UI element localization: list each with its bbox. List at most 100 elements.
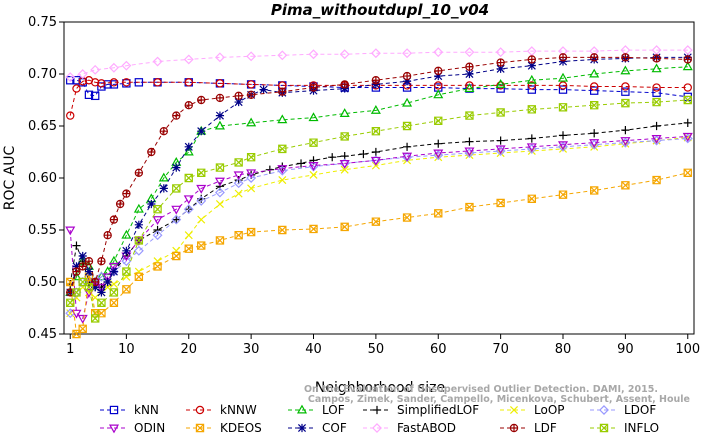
- data-point-odin: [682, 132, 693, 142]
- data-point-ldof: [246, 173, 257, 183]
- data-point-kdeos: [652, 175, 661, 185]
- legend-label: INFLO: [624, 421, 659, 434]
- data-point-knnw: [527, 81, 537, 90]
- data-point-knnw: [109, 78, 119, 87]
- data-point-inflo: [72, 288, 81, 297]
- data-point-odin: [65, 226, 76, 236]
- data-point-ldf: [621, 53, 630, 62]
- data-point-ldof: [589, 139, 600, 150]
- data-point-kdeos: [122, 285, 131, 294]
- data-point-knnw: [72, 84, 81, 93]
- series-line-kdeos: [69, 172, 688, 335]
- data-point-ldf: [434, 66, 443, 76]
- data-point-ldof: [651, 135, 662, 146]
- series-line-fastabod: [70, 49, 688, 78]
- data-point-ldf: [246, 90, 256, 99]
- series-kdeos: [66, 168, 692, 339]
- data-point-ldof: [682, 133, 693, 144]
- x-tick-label: 10: [118, 342, 135, 357]
- data-point-ldof: [620, 137, 631, 148]
- legend-item-cof: COF: [288, 421, 347, 434]
- data-point-ldf: [184, 101, 193, 110]
- data-point-loop: [278, 176, 287, 185]
- data-point-inflo: [340, 132, 349, 141]
- x-tick-label: 40: [305, 342, 322, 357]
- data-point-ldof: [495, 146, 506, 156]
- data-point-cof: [434, 71, 443, 81]
- data-point-kdeos: [172, 251, 181, 261]
- data-point-ldof: [558, 141, 568, 152]
- data-point-ldf: [589, 53, 599, 62]
- y-axis-label: ROC AUC: [2, 145, 18, 210]
- data-point-simplifiedlof: [296, 159, 306, 168]
- legend-marker-simplifiedlof: [372, 405, 382, 415]
- data-point-ldf: [103, 231, 112, 240]
- data-point-lof: [495, 78, 506, 88]
- data-point-odin: [620, 137, 631, 146]
- data-point-fastabod: [108, 62, 119, 73]
- data-point-inflo: [97, 298, 106, 307]
- data-point-knn: [589, 86, 599, 95]
- data-point-odin: [108, 262, 119, 272]
- data-point-ldf: [683, 55, 692, 64]
- data-point-knn: [97, 82, 106, 91]
- data-point-cof: [197, 127, 206, 136]
- series-line-knn: [70, 79, 688, 98]
- data-point-loop: [247, 184, 256, 193]
- data-point-lof: [620, 65, 631, 75]
- data-point-cof: [159, 184, 168, 193]
- data-point-ldf: [78, 262, 87, 271]
- series-line-inflo: [69, 99, 688, 321]
- series-fastabod: [65, 45, 693, 83]
- watermark-line-1: On the Evaluation of Unsupervised Outlie…: [304, 384, 658, 395]
- data-point-knnw: [558, 81, 568, 90]
- legend-label: SimplifiedLOF: [397, 403, 479, 417]
- data-point-kdeos: [246, 227, 256, 237]
- x-tick-label: 30: [243, 342, 260, 357]
- data-point-odin: [214, 177, 225, 187]
- legend-item-inflo: INFLO: [590, 421, 659, 434]
- data-point-kdeos: [621, 181, 630, 190]
- legend-item-kdeos: KDEOS: [186, 421, 262, 434]
- data-point-knnw: [621, 82, 630, 91]
- data-point-odin: [83, 288, 94, 298]
- data-point-odin: [196, 184, 207, 194]
- data-point-ldf: [172, 111, 181, 120]
- data-point-ldf: [215, 93, 225, 103]
- data-point-odin: [233, 171, 244, 181]
- data-point-lof: [339, 108, 350, 118]
- data-point-inflo: [496, 108, 505, 117]
- data-point-knnw: [66, 111, 75, 120]
- data-point-fastabod: [77, 69, 88, 79]
- data-point-ldf: [558, 53, 568, 62]
- y-tick-label: 0.55: [28, 223, 57, 238]
- data-point-lof: [402, 97, 413, 107]
- data-point-lof: [370, 104, 381, 114]
- data-point-lof: [214, 120, 225, 130]
- legend-marker-loop: [509, 405, 519, 415]
- data-point-kdeos: [558, 190, 568, 199]
- data-point-cof: [147, 199, 156, 209]
- data-point-kdeos: [197, 241, 206, 250]
- y-tick-label: 0.75: [28, 15, 57, 30]
- data-point-odin: [183, 195, 194, 205]
- data-point-cof: [465, 69, 474, 79]
- series-ldf: [66, 53, 692, 297]
- data-point-ldof: [152, 230, 163, 241]
- data-point-lof: [682, 61, 693, 71]
- axis-ticks: 1 10 20 30 40 50 60 70 80 90 100 0.45 0.50 0.55 0.60 0.…: [28, 15, 700, 357]
- data-point-simplifiedlof: [402, 142, 412, 151]
- data-point-inflo: [197, 168, 206, 177]
- data-point-kdeos: [134, 272, 144, 281]
- legend-label: LDOF: [624, 403, 656, 417]
- data-point-ldf: [109, 215, 119, 224]
- legend-item-knnw: kNNW: [186, 403, 257, 417]
- data-point-inflo: [184, 173, 193, 183]
- legend-marker-ldof: [599, 405, 609, 415]
- data-point-simplifiedlof: [172, 215, 181, 224]
- data-point-kdeos: [184, 244, 193, 253]
- legend-label: ODIN: [134, 421, 165, 434]
- data-point-fastabod: [214, 52, 225, 63]
- y-tick-label: 0.70: [28, 67, 57, 82]
- legend-marker-cof: [297, 423, 307, 433]
